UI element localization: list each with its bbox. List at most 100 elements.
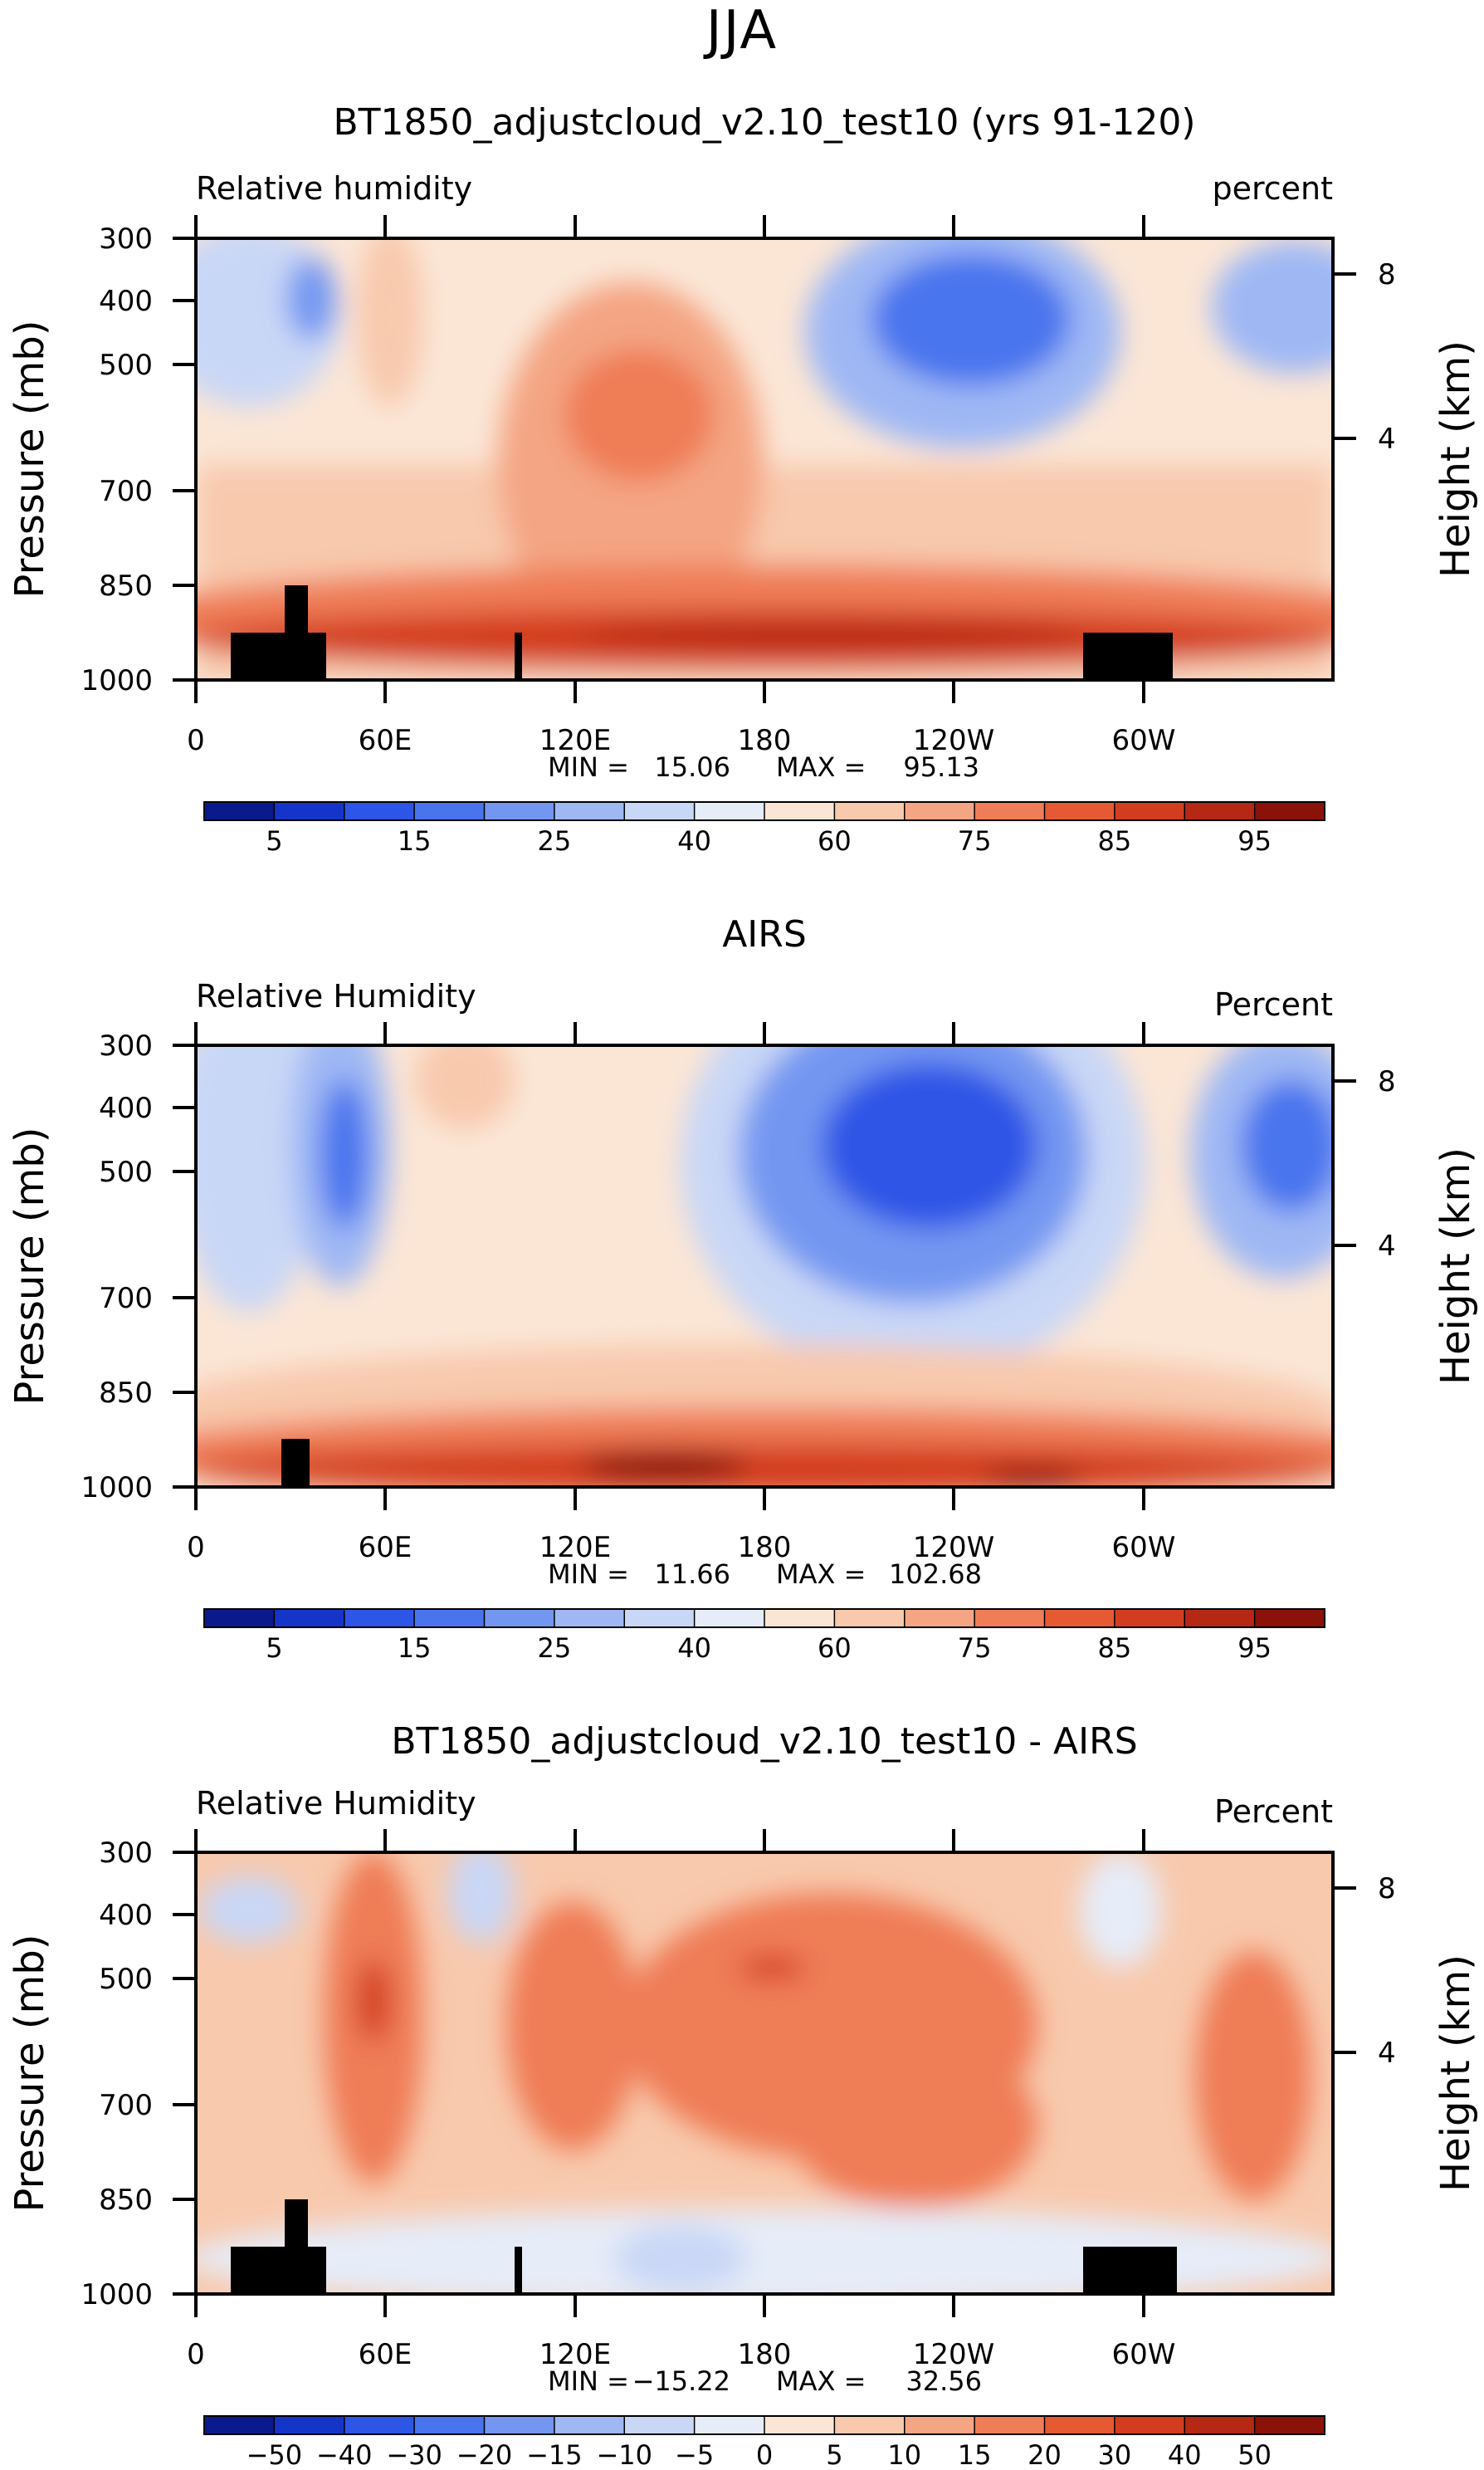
colorbar-swatch [554, 1609, 625, 1627]
diff-max-60e [357, 1959, 390, 2042]
y-tick-label: 1000 [81, 664, 153, 697]
y-tick-label: 400 [99, 1899, 153, 1932]
colorbar-label: 30 [1098, 2439, 1132, 2470]
y-tick-label: 700 [99, 1282, 153, 1315]
y-tick-label: 300 [99, 1837, 153, 1870]
colorbar-swatch [1254, 2416, 1325, 2434]
dry-core-30e [286, 257, 336, 340]
x-tick-label: 120W [913, 1531, 995, 1564]
y-tick-label: 850 [99, 570, 153, 603]
y2-tick-labels: 8 4 [1378, 258, 1396, 456]
colorbar-label: 60 [818, 825, 852, 857]
colorbar-label: 75 [958, 1632, 992, 1664]
boundary-layer-max-east [984, 1468, 1083, 1487]
colorbar-label: 60 [818, 1632, 852, 1664]
colorbar-swatch [694, 2416, 765, 2434]
y-axis-label: Pressure (mb) [7, 320, 53, 599]
y2-tick-label: 4 [1378, 1230, 1396, 1263]
colorbar-swatch [344, 802, 415, 820]
y-axis-label: Pressure (mb) [7, 1934, 53, 2213]
colorbar-label: 95 [1237, 1632, 1272, 1664]
max-label: MAX = [776, 2365, 866, 2397]
max-value: 95.13 [903, 751, 979, 783]
colorbar-swatch [974, 2416, 1046, 2434]
x-tick-labels: 0 60E 120E 180 120W 60W [187, 1531, 1175, 1564]
x-tick-label: 180 [738, 724, 792, 757]
y2-ticks [1333, 1079, 1356, 1247]
colorbar-swatch [904, 2416, 975, 2434]
x-tick-label: 120E [539, 2338, 611, 2371]
colorbar: 5 15 25 40 60 75 85 95 [203, 1608, 1325, 1664]
terrain-mask [285, 585, 308, 635]
max-value: 102.68 [889, 1558, 982, 1590]
y2-tick-label: 8 [1378, 1872, 1396, 1905]
colorbar-swatch [414, 802, 486, 820]
y2-axis-label: Height (km) [1433, 340, 1479, 578]
colorbar-label: 85 [1098, 825, 1132, 857]
colorbar-swatch [274, 1609, 345, 1627]
colorbar-swatch [344, 2416, 415, 2434]
x-tick-label: 60E [359, 1531, 412, 1564]
colorbar-swatch [624, 2416, 696, 2434]
x-tick-label: 60W [1112, 1531, 1176, 1564]
terrain-mask [515, 2247, 522, 2294]
x-tick-label: 120W [913, 724, 995, 757]
panel-title: BT1850_adjustcloud_v2.10_test10 - AIRS [391, 1720, 1137, 1763]
x-ticks [194, 1022, 1145, 1510]
min-label: MIN = [548, 2365, 629, 2397]
x-tick-label: 0 [187, 2338, 205, 2371]
colorbar-swatch [624, 1609, 696, 1627]
y-tick-label: 850 [99, 1377, 153, 1410]
y-tick-labels: 300 400 500 700 850 1000 [81, 1030, 153, 1504]
x-tick-label: 180 [738, 1531, 792, 1564]
colorbar-swatch [204, 802, 275, 820]
y-tick-label: 400 [99, 1092, 153, 1125]
colorbar-label: −50 [247, 2439, 303, 2470]
colorbar-swatch [764, 802, 835, 820]
x-tick-label: 120W [913, 2338, 995, 2371]
dry-core-120w-inner [871, 253, 1071, 386]
colorbar-swatch [624, 802, 696, 820]
x-ticks [194, 215, 1145, 703]
contour-field [196, 238, 1333, 680]
colorbar-label: 75 [958, 825, 992, 857]
terrain-mask [231, 2247, 326, 2294]
x-tick-label: 60E [359, 724, 412, 757]
terrain-mask [285, 2199, 308, 2249]
x-tick-label: 60W [1112, 2338, 1176, 2371]
colorbar-label: 0 [756, 2439, 773, 2470]
variable-label: Relative Humidity [196, 1785, 476, 1822]
y2-tick-label: 8 [1378, 258, 1396, 291]
diff-positive-120e [506, 1901, 639, 2150]
colorbar-swatch [274, 802, 345, 820]
colorbar-label: 50 [1237, 2439, 1272, 2470]
max-label: MAX = [776, 1558, 866, 1590]
y-tick-labels: 300 400 500 700 850 1000 [81, 223, 153, 697]
x-tick-label: 0 [187, 1531, 205, 1564]
diff-low-level-neutral [196, 2208, 1333, 2294]
colorbar-label: 15 [958, 2439, 992, 2470]
y2-tick-labels: 8 4 [1378, 1065, 1396, 1263]
colorbar-swatch [204, 2416, 275, 2434]
y-tick-label: 1000 [81, 1471, 153, 1504]
stats-line: MIN = −15.22 MAX = 32.56 [548, 2365, 982, 2397]
y2-axis-label: Height (km) [1433, 1147, 1479, 1385]
colorbar-swatch [1044, 802, 1115, 820]
diff-negative-150e [614, 2225, 747, 2291]
colorbar-label: 25 [538, 1632, 572, 1664]
max-value: 32.56 [906, 2365, 982, 2397]
y2-tick-label: 4 [1378, 2037, 1396, 2070]
colorbar-label: 25 [538, 825, 572, 857]
colorbar-label: 5 [266, 1632, 282, 1664]
moist-plume-90e [415, 1045, 515, 1129]
colorbar-swatch [484, 802, 555, 820]
colorbar-swatch [1184, 1609, 1256, 1627]
y-ticks [173, 237, 196, 682]
y-tick-label: 300 [99, 1030, 153, 1063]
y-tick-label: 300 [99, 223, 153, 256]
colorbar-swatch [1184, 802, 1256, 820]
x-ticks [194, 1829, 1145, 2317]
y2-axis-label: Height (km) [1433, 1954, 1479, 2192]
x-tick-label: 60E [359, 2338, 412, 2371]
